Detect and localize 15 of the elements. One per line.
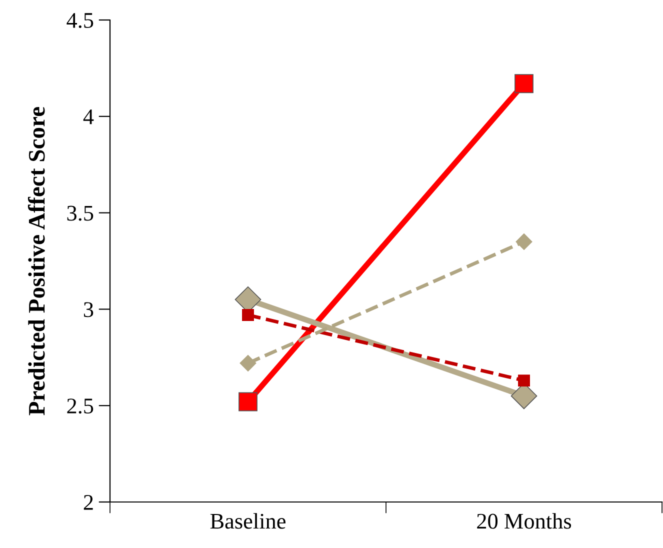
point bbox=[238, 392, 258, 412]
point bbox=[516, 233, 532, 250]
x-tick-label: Baseline bbox=[210, 513, 286, 529]
point bbox=[242, 309, 254, 321]
y-tick-label: 2.5 bbox=[67, 398, 94, 414]
x-tick-label: 20 Months bbox=[477, 513, 572, 529]
y-tick-label: 3 bbox=[84, 302, 94, 318]
y-tick-label: 2 bbox=[84, 494, 93, 510]
point bbox=[514, 74, 534, 94]
y-tick-label: 4 bbox=[83, 109, 94, 124]
y-axis-title: Predicted Positive Affect Score bbox=[28, 106, 45, 416]
point bbox=[240, 354, 256, 372]
y-tick-label: 4.5 bbox=[66, 13, 94, 28]
point bbox=[518, 374, 530, 387]
y-tick-label: 3.5 bbox=[67, 206, 94, 221]
